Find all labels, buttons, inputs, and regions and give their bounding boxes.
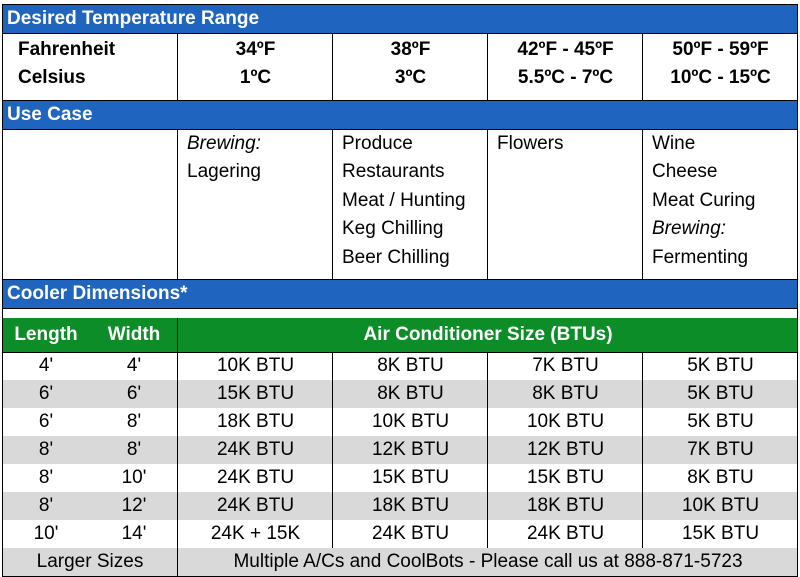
width-cell: 12': [121, 495, 147, 516]
section-header-dimensions: Cooler Dimensions*: [2, 280, 798, 308]
btu-cell: 12K BTU: [371, 439, 450, 460]
btu-cell: 8K BTU: [377, 383, 444, 404]
temp-c-col-3: 5.5ºC - 7ºC: [517, 67, 614, 88]
use-case-item: Brewing:: [652, 218, 726, 240]
table-row: 8' 10' 24K BTU 15K BTU 15K BTU 8K BTU: [2, 464, 798, 492]
use-case-item: Keg Chilling: [342, 218, 444, 240]
use-case-item: Beer Chilling: [342, 246, 450, 268]
section-header-temperature: Desired Temperature Range: [2, 5, 798, 33]
width-header: Width: [107, 324, 161, 345]
use-case-item: Restaurants: [342, 161, 445, 183]
btu-cell: 15K BTU: [681, 523, 760, 544]
temp-f-col-2: 38ºF: [390, 39, 431, 60]
use-case-item: Meat / Hunting: [342, 189, 466, 211]
use-case-col-2: Produce Restaurants Meat / Hunting Keg C…: [342, 130, 466, 272]
btu-cell: 10K BTU: [681, 495, 760, 516]
use-case-col-3: Flowers: [497, 130, 564, 158]
table-row: 10' 14' 24K + 15K 24K BTU 24K BTU 15K BT…: [2, 520, 798, 548]
use-case-item: Brewing:: [187, 133, 261, 154]
footer-row: Larger Sizes Multiple A/Cs and CoolBots …: [2, 548, 798, 576]
table-row: 8' 8' 24K BTU 12K BTU 12K BTU 7K BTU: [2, 436, 798, 464]
length-cell: 4': [38, 355, 54, 376]
btu-cell: 12K BTU: [526, 439, 605, 460]
btu-cell: 8K BTU: [532, 383, 599, 404]
use-case-item: Fermenting: [652, 246, 749, 268]
btu-cell: 10K BTU: [216, 355, 295, 376]
btu-cell: 5K BTU: [687, 355, 754, 376]
length-cell: 8': [38, 439, 54, 460]
btu-cell: 7K BTU: [532, 355, 599, 376]
length-cell: 6': [38, 383, 54, 404]
temp-c-col-4: 10ºC - 15ºC: [670, 67, 771, 88]
width-cell: 14': [121, 523, 147, 544]
btu-cell: 10K BTU: [371, 411, 450, 432]
btu-cell: 18K BTU: [216, 411, 295, 432]
width-cell: 4': [126, 355, 142, 376]
ac-size-header: Air Conditioner Size (BTUs): [363, 324, 613, 345]
btu-cell: 5K BTU: [687, 383, 754, 404]
section-header-use-case: Use Case: [2, 101, 798, 129]
length-header: Length: [14, 324, 78, 345]
use-case-col-4: Wine Cheese Meat Curing Brewing: Ferment…: [652, 130, 756, 272]
btu-cell: 24K BTU: [526, 523, 605, 544]
length-cell: 8': [38, 467, 54, 488]
table-row: 8' 12' 24K BTU 18K BTU 18K BTU 10K BTU: [2, 492, 798, 520]
btu-cell: 15K BTU: [216, 383, 295, 404]
btu-cell: 18K BTU: [371, 495, 450, 516]
length-cell: 6': [38, 411, 54, 432]
length-cell: 8': [38, 495, 54, 516]
btu-cell: 18K BTU: [526, 495, 605, 516]
width-cell: 6': [126, 383, 142, 404]
btu-cell: 8K BTU: [377, 355, 444, 376]
btu-cell: 8K BTU: [687, 467, 754, 488]
temp-f-col-4: 50ºF - 59ºF: [672, 39, 769, 60]
btu-cell: 7K BTU: [687, 439, 754, 460]
temp-c-col-1: 1ºC: [239, 67, 272, 88]
length-cell: 10': [33, 523, 59, 544]
dimensions-column-header: Length Width Air Conditioner Size (BTUs): [2, 318, 798, 352]
btu-cell: 15K BTU: [526, 467, 605, 488]
table-row: 6' 8' 18K BTU 10K BTU 10K BTU 5K BTU: [2, 408, 798, 436]
fahrenheit-label: Fahrenheit: [18, 39, 116, 60]
table-row: 4' 4' 10K BTU 8K BTU 7K BTU 5K BTU: [2, 352, 798, 380]
larger-sizes-label: Larger Sizes: [36, 551, 144, 572]
table-row: 6' 6' 15K BTU 8K BTU 8K BTU 5K BTU: [2, 380, 798, 408]
temp-f-col-1: 34ºF: [235, 39, 276, 60]
btu-cell: 10K BTU: [526, 411, 605, 432]
larger-sizes-note: Multiple A/Cs and CoolBots - Please call…: [233, 551, 743, 572]
use-case-item: Wine: [652, 133, 696, 154]
btu-cell: 24K BTU: [216, 495, 295, 516]
use-case-item: Lagering: [187, 161, 261, 183]
use-case-item: Cheese: [652, 161, 718, 183]
use-case-item: Meat Curing: [652, 189, 756, 211]
width-cell: 8': [126, 439, 142, 460]
btu-cell: 5K BTU: [687, 411, 754, 432]
use-case-col-1: Brewing: Lagering: [187, 130, 261, 187]
width-cell: 10': [121, 467, 147, 488]
temp-f-col-3: 42ºF - 45ºF: [517, 39, 614, 60]
celsius-label: Celsius: [18, 67, 86, 88]
btu-cell: 24K BTU: [371, 523, 450, 544]
btu-cell: 24K BTU: [216, 467, 295, 488]
use-case-item: Flowers: [497, 133, 564, 154]
width-cell: 8': [126, 411, 142, 432]
use-case-item: Produce: [342, 133, 413, 154]
btu-cell: 15K BTU: [371, 467, 450, 488]
btu-cell: 24K BTU: [216, 439, 295, 460]
temp-c-col-2: 3ºC: [394, 67, 427, 88]
btu-cell: 24K + 15K: [210, 523, 301, 544]
